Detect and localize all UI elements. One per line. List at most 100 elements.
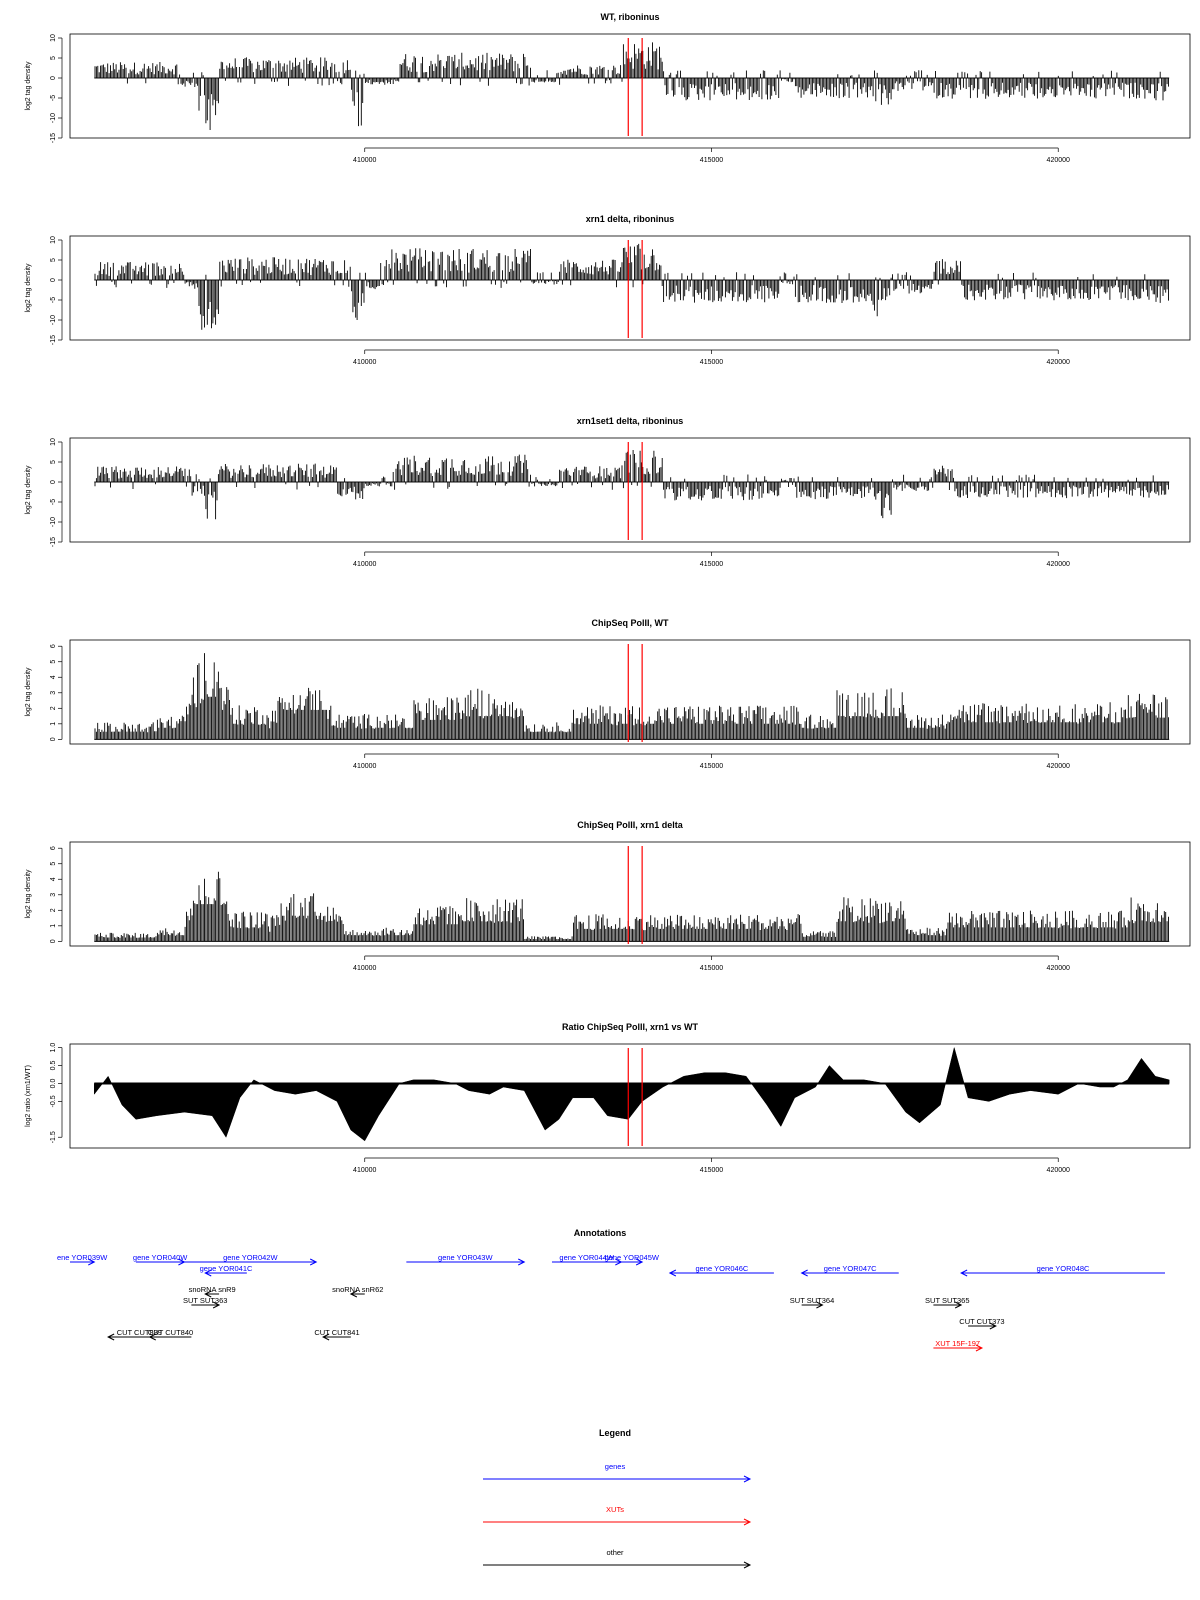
signal-bars (351, 70, 365, 127)
feature-arrow-head (960, 1269, 968, 1277)
legend-item: other (483, 1548, 752, 1569)
x-tick-label: 410000 (353, 561, 376, 568)
y-tick-label: 1 (50, 722, 57, 726)
signal-segment (559, 466, 622, 490)
y-tick-label: 3 (50, 893, 57, 897)
annotations-title: Annotations (574, 1228, 627, 1238)
signal-segment (1155, 280, 1169, 303)
feature-label: gene YOR048C (1037, 1264, 1090, 1273)
annotation-feature: gene YOR046C (668, 1264, 774, 1277)
legend-arrow-head (743, 1475, 752, 1483)
x-tick-label: 420000 (1047, 359, 1070, 366)
signal-bars (524, 936, 573, 942)
signal-segment (267, 893, 344, 942)
signal-segment (1127, 693, 1169, 740)
signal-bars (364, 272, 379, 290)
y-tick-label: -15 (50, 335, 57, 345)
signal-bars (337, 478, 365, 500)
signal-segment (531, 272, 559, 285)
feature-arrow-head (349, 1290, 358, 1298)
signal-segment (781, 72, 795, 83)
legend-arrow-head (743, 1561, 752, 1569)
signal-bars (198, 274, 219, 330)
feature-arrow-head (954, 1301, 963, 1309)
x-tick-label: 415000 (700, 965, 723, 972)
annotation-feature: SUT SUT363 (183, 1296, 227, 1309)
signal-bars (892, 70, 934, 91)
data-marks (94, 871, 1170, 942)
signal-segment (344, 927, 414, 942)
signal-segment (156, 715, 185, 740)
signal-segment (531, 477, 559, 487)
y-tick-label: 5 (50, 862, 57, 866)
feature-arrow-head (989, 1322, 997, 1330)
signal-bars (1155, 71, 1169, 101)
signal-bars (233, 911, 268, 942)
x-tick-label: 420000 (1047, 965, 1070, 972)
plot-frame (69, 33, 1191, 139)
signal-bars (156, 715, 185, 740)
signal-bars (663, 70, 781, 101)
signal-segment (94, 722, 157, 740)
feature-arrow-head (212, 1301, 221, 1309)
annotation-feature: ene YOR039W (57, 1253, 108, 1266)
feature-label: gene YOR047C (824, 1264, 877, 1273)
signal-bars (156, 928, 185, 942)
signal-segment (905, 714, 948, 740)
signal-bars (794, 74, 871, 99)
legend-label: genes (605, 1462, 626, 1471)
plot-frame (69, 841, 1191, 947)
signal-segment (392, 454, 531, 490)
y-tick-label: 0.5 (50, 1061, 57, 1071)
annotation-feature: gene YOR040W (133, 1253, 188, 1266)
signal-segment (364, 78, 400, 85)
signal-segment (219, 463, 337, 490)
signal-bars (191, 474, 205, 496)
y-axis-label: log2 tag density (25, 667, 32, 717)
signal-bars (219, 257, 351, 287)
annotation-feature: gene YOR045W (604, 1253, 660, 1266)
signal-bars (344, 927, 414, 942)
signal-bars (531, 70, 559, 83)
signal-bars (94, 466, 192, 489)
signal-bars (621, 450, 663, 489)
signal-bars (794, 273, 871, 303)
signal-bars (905, 927, 948, 942)
signal-segment (947, 702, 1128, 740)
signal-segment (1155, 482, 1169, 496)
signal-segment (871, 277, 892, 317)
signal-segment (621, 450, 663, 489)
y-tick-label: -15 (50, 537, 57, 547)
feature-label: gene YOR041C (200, 1264, 253, 1273)
y-tick-label: -10 (50, 113, 57, 123)
x-tick-label: 415000 (700, 561, 723, 568)
signal-segment (947, 910, 1128, 942)
signal-bars (961, 272, 1156, 301)
plot-frame (69, 639, 1191, 745)
signal-bars (836, 897, 906, 942)
y-tick-label: 6 (50, 644, 57, 648)
y-tick-label: 0.0 (50, 1078, 57, 1088)
x-tick-label: 420000 (1047, 561, 1070, 568)
signal-segment (94, 466, 192, 489)
feature-arrow-head (107, 1333, 115, 1341)
annotation-feature: CUT CUT373 (959, 1317, 1005, 1330)
signal-segment (198, 72, 219, 130)
signal-segment (573, 705, 802, 740)
signal-segment (836, 897, 906, 942)
signal-bars (531, 477, 559, 487)
signal-bars (663, 474, 781, 501)
signal-bars (94, 62, 178, 84)
signal-bars (781, 272, 795, 285)
chart-panel-6: Ratio ChipSeq PolII, xrn1 vs WT 1.0 0.5 0.0… (25, 1022, 1191, 1174)
panel-title: ChipSeq PolII, WT (592, 618, 669, 628)
panel-title: WT, riboninus (601, 12, 660, 22)
feature-arrow-head (816, 1301, 824, 1309)
signal-bars (801, 931, 837, 942)
signal-bars (392, 454, 531, 490)
annotation-feature: snoRNA snR62 (332, 1285, 383, 1298)
annotation-feature: gene YOR041C (200, 1264, 253, 1277)
feature-label: gene YOR045W (604, 1253, 659, 1262)
feature-label: gene YOR042W (223, 1253, 278, 1262)
